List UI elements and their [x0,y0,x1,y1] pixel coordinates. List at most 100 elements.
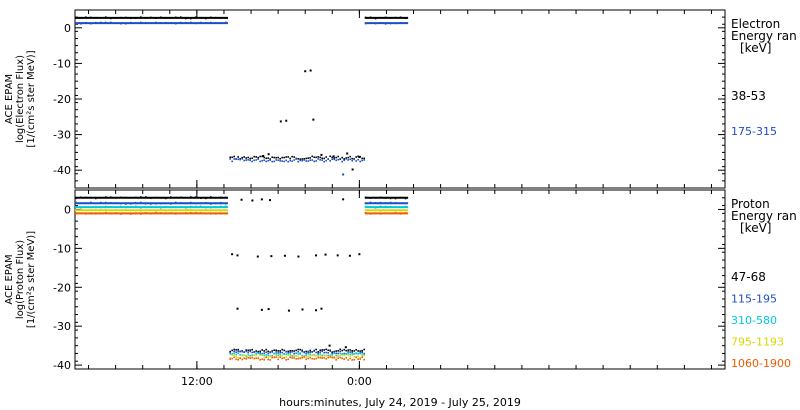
data-point [249,350,251,353]
data-point [140,201,142,204]
data-point [125,208,127,211]
data-point [105,201,107,204]
data-point [363,159,365,161]
data-point [100,17,102,19]
data-point [95,197,97,200]
legend-title: Energy ran [731,29,797,43]
data-point [357,358,359,360]
legend-entry: 38-53 [731,89,766,103]
data-point [160,207,162,209]
data-point [261,358,263,360]
data-point [257,352,259,355]
data-point [190,196,192,198]
data-point [239,350,241,353]
data-point [349,158,351,161]
data-point [343,352,345,355]
data-point [205,17,207,20]
data-point [271,351,273,353]
data-point [229,353,231,355]
series-175-315 [75,21,409,176]
data-point [225,209,227,211]
data-point [241,355,243,357]
data-point [150,16,152,19]
data-point [263,356,265,359]
data-point [364,196,367,199]
data-point [75,212,77,215]
data-point [160,22,162,24]
data-point [239,158,241,161]
data-point [374,207,377,209]
data-point [245,350,247,353]
data-point [120,205,122,208]
data-point [285,353,287,356]
data-point [269,199,271,202]
data-point [110,17,112,20]
data-point [321,356,323,358]
data-point [80,196,82,199]
data-point [277,352,279,354]
data-point [247,355,249,357]
data-point [404,202,407,205]
data-point [351,351,353,354]
data-point [347,159,349,161]
data-point [379,16,382,19]
data-point [379,201,382,204]
plot-frame [74,9,726,189]
data-point [289,353,291,355]
data-point [205,202,207,204]
data-point [275,352,277,355]
data-point [345,357,347,359]
data-point [281,357,283,360]
data-point [384,197,387,199]
data-point [125,206,127,208]
data-point [394,197,397,200]
data-point [95,213,97,215]
y-tick-label: -10 [53,57,71,70]
data-point [363,354,365,357]
data-point [200,209,202,212]
data-point [260,198,263,201]
data-point [299,158,301,160]
data-point [233,356,235,359]
data-point [329,155,331,158]
data-point [307,350,309,353]
data-point [110,206,112,208]
data-point [333,352,335,355]
data-point [195,202,197,205]
data-point [343,159,345,162]
data-point [150,205,152,208]
data-point [297,355,299,358]
data-point [273,352,275,355]
data-point [291,356,293,358]
data-point [100,197,102,199]
data-point [120,209,122,212]
data-point [339,352,341,355]
data-point [247,351,249,353]
data-point [339,354,341,357]
data-point [312,118,315,121]
data-point [404,17,407,20]
legend-title: [keV] [740,221,771,235]
data-point [253,159,255,162]
y-tick-label: -10 [53,242,71,255]
data-point [353,158,355,161]
data-point [315,160,317,162]
data-point [315,156,317,159]
data-point [120,213,122,215]
data-point [285,119,288,122]
data-point [115,212,117,214]
data-point [313,354,315,357]
data-point [351,349,353,352]
data-point [315,309,318,312]
data-point [343,354,345,357]
data-point [399,196,402,199]
data-point [145,209,147,211]
data-point [389,22,392,25]
data-point [317,158,319,160]
data-point [90,206,92,209]
y-axis-label: [1/(cm²s ster MeV)] [26,50,37,147]
data-point [311,159,313,161]
data-point [259,155,261,158]
data-point [229,350,231,353]
data-point [297,160,299,163]
